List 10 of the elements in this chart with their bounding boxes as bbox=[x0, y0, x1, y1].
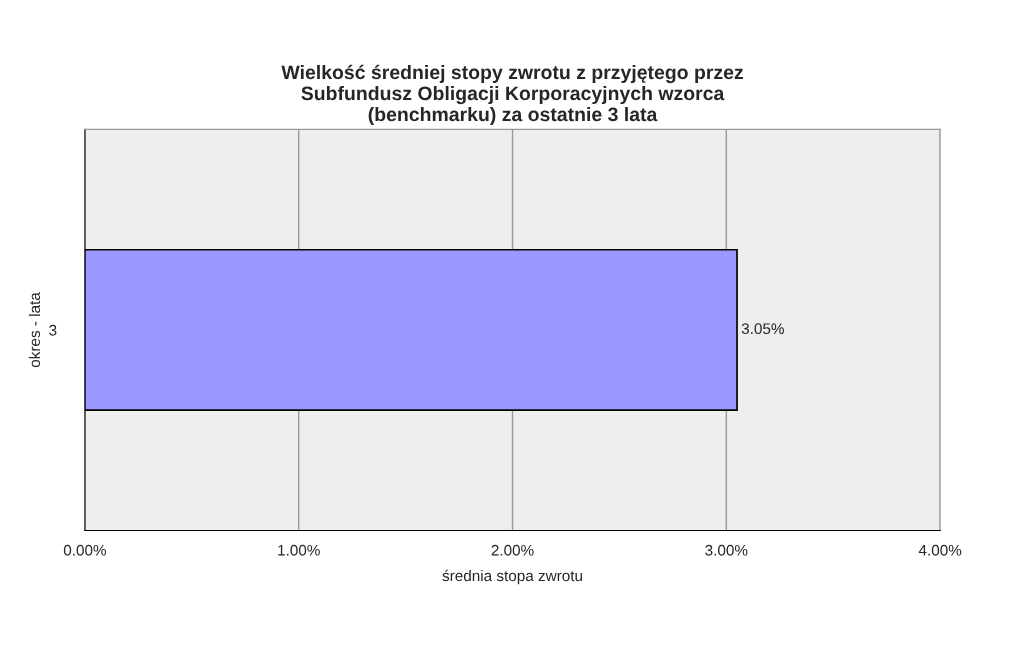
x-tick-label: 4.00% bbox=[918, 544, 962, 556]
data-label: 3.05% bbox=[741, 323, 784, 335]
y-tick-label: 3 bbox=[49, 324, 57, 336]
x-tick-label: 2.00% bbox=[491, 544, 534, 556]
x-tick-label: 1.00% bbox=[278, 544, 320, 556]
chart-title: Wielkość średniej stopy zwrotu z przyjętego przez Subfundusz Obligacji Korporacyjnych wzorca (benchmarku) za ostatnie 3 lata bbox=[281, 64, 743, 126]
y-axis-title: okres - lata bbox=[28, 292, 41, 368]
x-tick-label: 0.00% bbox=[63, 544, 107, 556]
x-tick-label: 3.00% bbox=[705, 544, 748, 556]
x-axis-title: średnia stopa zwrotu bbox=[442, 569, 582, 585]
